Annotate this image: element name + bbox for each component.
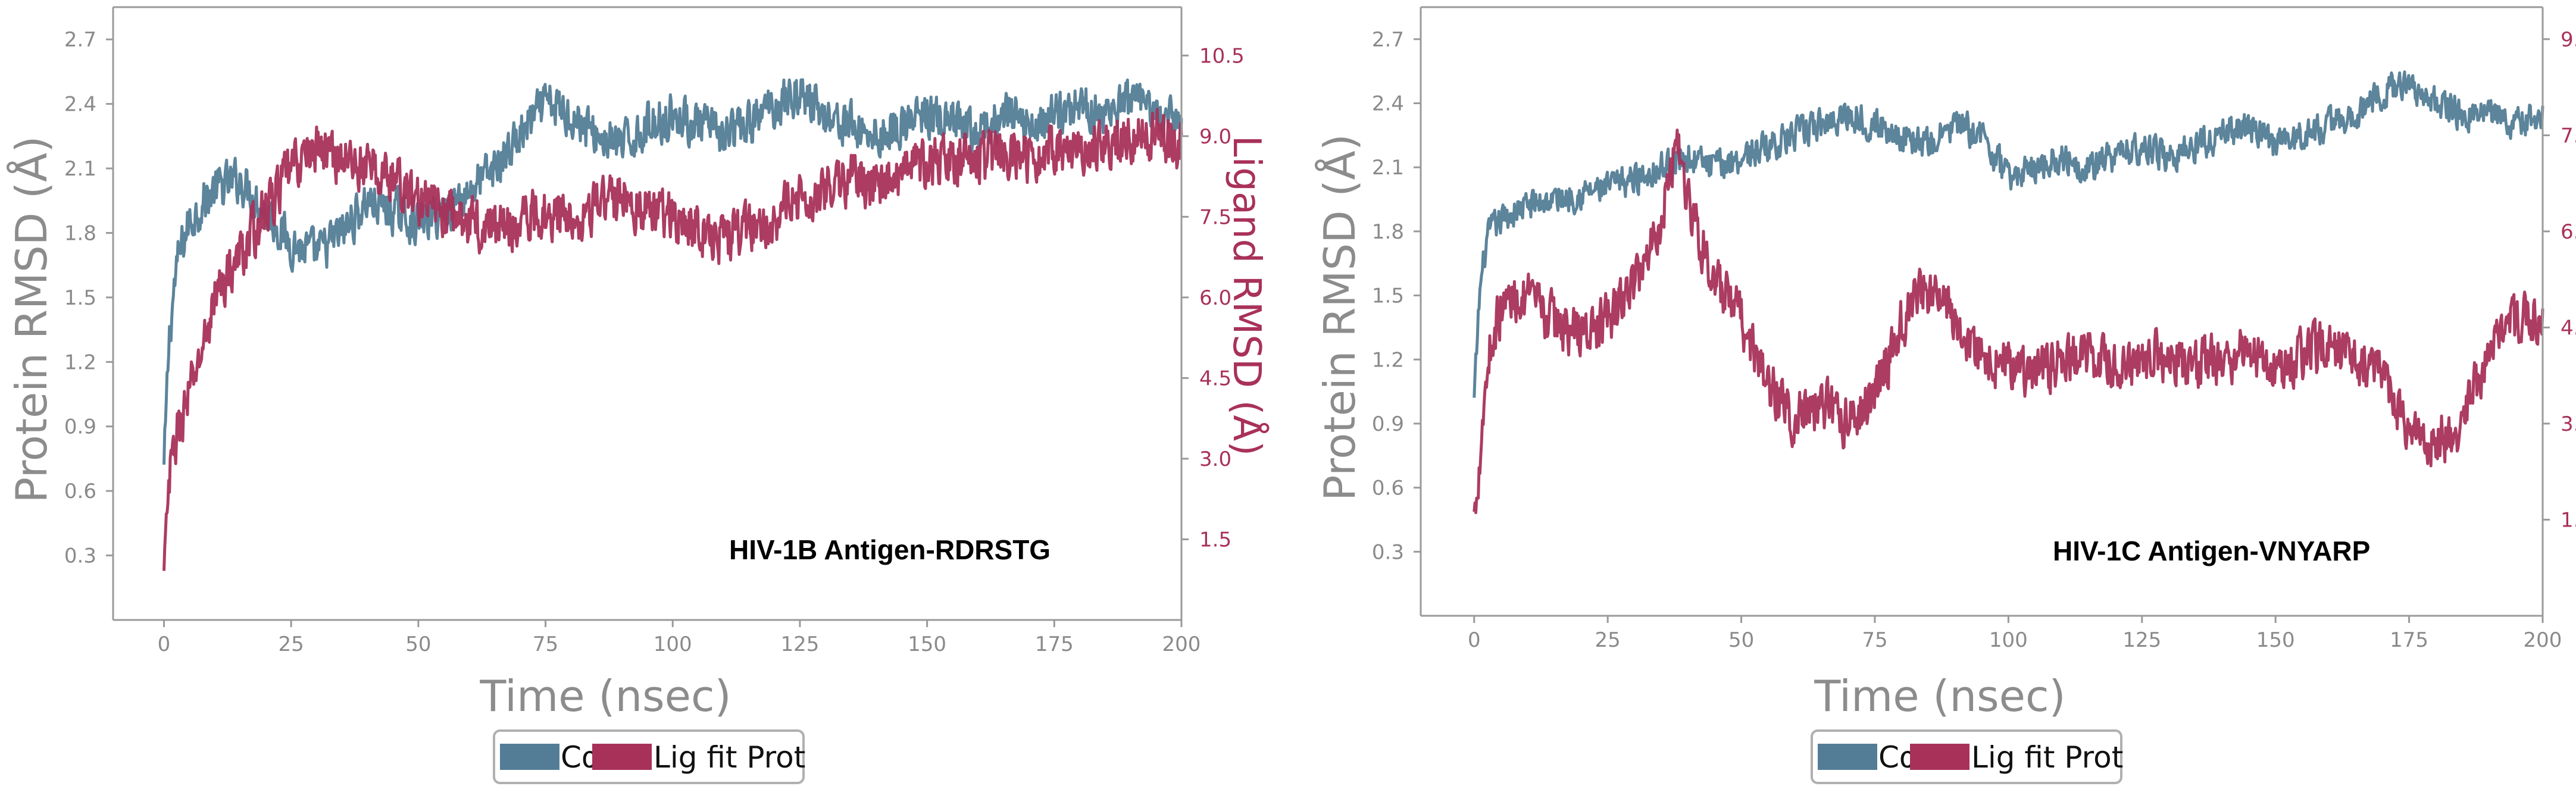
y-right-tick-label: 1.5 <box>2561 508 2576 532</box>
y-right-tick-label: 9.0 <box>2561 28 2576 52</box>
legend-label-lig-fit-prot: Lig fit Prot <box>654 740 805 775</box>
x-tick-label: 125 <box>2122 628 2161 652</box>
series-line-calpha <box>162 78 1183 465</box>
x-tick-label: 75 <box>1862 628 1887 652</box>
legend-swatch-lig-fit-prot <box>1910 744 1969 770</box>
y-right-tick-label: 7.5 <box>2561 124 2576 148</box>
x-tick-label: 125 <box>780 632 819 656</box>
chart-svg-2: 0 25 50 75 100 125 150 175 200 0.3 0.6 0.9 1.2 1.5 1.8… <box>1315 6 2576 784</box>
y-tick-label: 2.4 <box>1372 92 1404 116</box>
series-line-lig-fit-prot <box>1473 129 2544 515</box>
y-right-tick-label: 4.5 <box>2561 316 2576 340</box>
x-tick-label: 200 <box>2524 628 2562 652</box>
y-tick-label: 1.5 <box>64 286 96 310</box>
x-tick-label: 150 <box>908 632 946 656</box>
y-right-tick-label: 9.0 <box>1199 125 1231 149</box>
legend-label-lig-fit-prot: Lig fit Prot <box>1971 740 2123 775</box>
x-tick-label: 100 <box>1989 628 2028 652</box>
y-axis-title: Protein RMSD (Å) <box>1315 134 1365 501</box>
y-tick-label: 1.2 <box>64 350 96 374</box>
y-right-tick-label: 6.0 <box>1199 286 1231 310</box>
x-tick-label: 100 <box>654 632 692 656</box>
y-right-tick-label: 10.5 <box>1199 44 1245 68</box>
y-tick-label: 1.8 <box>1372 220 1404 244</box>
y-tick-label: 2.4 <box>64 93 96 117</box>
x-tick-label: 50 <box>1728 628 1754 652</box>
x-tick-label: 150 <box>2256 628 2295 652</box>
legend-swatch-calpha <box>1818 744 1877 770</box>
y-tick-label: 0.3 <box>1372 540 1404 564</box>
y-right-tick-label: 3.0 <box>1199 447 1231 471</box>
y-right-tick-label: 4.5 <box>1199 367 1231 390</box>
x-tick-label: 0 <box>158 632 171 656</box>
x-tick-label: 75 <box>533 632 558 656</box>
x-tick-label: 200 <box>1162 632 1201 656</box>
y-tick-label: 1.8 <box>64 221 96 245</box>
legend: Cα Lig fit Prot <box>1811 729 2123 784</box>
x-tick-label: 175 <box>2390 628 2428 652</box>
y-axis-title: Protein RMSD (Å) <box>7 136 57 503</box>
x-tick-label: 175 <box>1035 632 1074 656</box>
y-right-tick-label: 1.5 <box>1199 528 1231 552</box>
chart-panel-2: 0 25 50 75 100 125 150 175 200 0.3 0.6 0.9 1.2 1.5 1.8… <box>1288 0 2576 805</box>
y-tick-label: 0.6 <box>1372 477 1404 500</box>
y-tick-label: 0.9 <box>64 415 96 439</box>
chart-annotation: HIV-1B Antigen-RDRSTG <box>729 534 1051 565</box>
y-tick-label: 0.3 <box>64 544 96 568</box>
x-tick-label: 50 <box>405 632 431 656</box>
y-tick-label: 2.7 <box>1372 28 1404 52</box>
x-tick-label: 25 <box>279 632 304 656</box>
y-tick-label: 2.7 <box>64 28 96 52</box>
chart-svg-1: 0 25 50 75 100 125 150 175 200 0.3 0.6 0.9 1.2 1.5 1.8… <box>7 6 1270 784</box>
x-axis-title: Time (nsec) <box>1814 671 2065 721</box>
y-tick-label: 2.1 <box>1372 156 1404 180</box>
y-tick-label: 0.6 <box>64 480 96 503</box>
series-line-lig-fit-prot <box>162 108 1183 571</box>
y-tick-label: 2.1 <box>64 157 96 181</box>
y-right-tick-label: 3.0 <box>2561 412 2576 436</box>
y-right-tick-label: 7.5 <box>1199 205 1231 229</box>
y-right-tick-label: 6.0 <box>2561 220 2576 244</box>
y-tick-label: 1.2 <box>1372 348 1404 372</box>
chart-annotation: HIV-1C Antigen-VNYARP <box>2053 535 2370 566</box>
y-tick-label: 0.9 <box>1372 412 1404 436</box>
legend: Cα Lig fit Prot <box>493 729 805 784</box>
chart-panel-1: 0 25 50 75 100 125 150 175 200 0.3 0.6 0.9 1.2 1.5 1.8… <box>7 6 1270 784</box>
y-tick-label: 1.5 <box>1372 284 1404 308</box>
x-axis-title: Time (nsec) <box>479 671 731 721</box>
legend-swatch-lig-fit-prot <box>592 744 652 770</box>
x-tick-label: 25 <box>1595 628 1621 652</box>
legend-swatch-calpha <box>500 744 559 770</box>
x-tick-label: 0 <box>1468 628 1481 652</box>
y-right-axis-title: Ligand RMSD (Å) <box>1224 136 1270 456</box>
series-line-calpha <box>1473 70 2544 398</box>
